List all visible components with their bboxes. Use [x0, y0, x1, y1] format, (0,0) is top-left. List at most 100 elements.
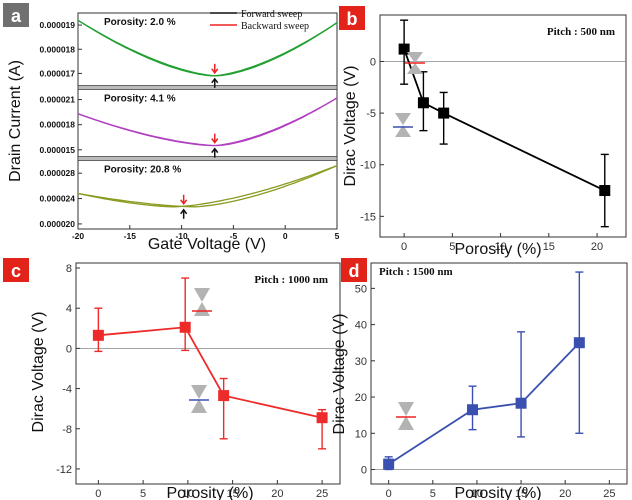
legend-label-backward: Backward sweep — [241, 21, 309, 32]
x-tick-label: 0 — [386, 488, 392, 500]
y-tick-label: -15 — [360, 211, 376, 223]
x-tick-label: 15 — [226, 488, 238, 500]
porosity-label: Porosity: 4.1 % — [104, 94, 176, 105]
porosity-label: Porosity: 20.8 % — [104, 165, 181, 176]
transfer-curve-backward — [77, 97, 338, 147]
x-tick-label: 20 — [559, 488, 571, 500]
x-tick-label: 5 — [140, 488, 146, 500]
series-line — [403, 48, 606, 192]
transfer-curve-forward — [77, 164, 338, 208]
dirac-cone-lower — [191, 399, 207, 413]
data-point — [316, 412, 328, 424]
y-tick-label: 0.000015 — [40, 145, 76, 155]
x-tick-label: -15 — [124, 231, 137, 241]
data-point — [179, 321, 191, 333]
data-point — [599, 185, 611, 197]
y-tick-label: 0 — [361, 465, 367, 477]
series-line — [98, 326, 323, 419]
x-tick-label: 5 — [430, 488, 436, 500]
data-point — [573, 337, 585, 349]
transfer-curve-backward — [77, 19, 338, 77]
series-line — [388, 342, 580, 465]
panel-a-subplot-divider — [77, 85, 338, 90]
x-tick-label: 25 — [316, 488, 328, 500]
x-tick-label: 10 — [471, 488, 483, 500]
dirac-cone-lower — [395, 125, 411, 137]
data-point — [438, 107, 450, 119]
y-tick-label: 0.000017 — [40, 68, 76, 78]
x-tick-label: 15 — [543, 241, 555, 253]
y-tick-label: 0.000018 — [40, 44, 76, 54]
y-tick-label: -8 — [62, 424, 72, 436]
x-tick-label: 5 — [335, 231, 340, 241]
y-tick-label: 10 — [355, 428, 367, 440]
arrowhead — [211, 77, 219, 84]
dirac-cone-lower — [398, 416, 414, 430]
y-tick-label: 0.000028 — [40, 168, 76, 178]
x-tick-label: -10 — [175, 231, 188, 241]
panel-b-plot-frame — [379, 14, 627, 238]
y-tick-label: 20 — [355, 392, 367, 404]
panel-c-letter-badge — [3, 258, 29, 282]
y-tick-label: 0.000024 — [40, 194, 76, 204]
panel-b-dirac-voltage-chart: 0 5 10 15 20 0 -5 -10 -15 Dirac Voltage (V) Poro… — [339, 6, 627, 258]
x-tick-label: 0 — [95, 488, 101, 500]
panel-d-letter-badge — [341, 258, 367, 282]
panel-b-letter-badge — [339, 6, 365, 30]
x-tick-label: 10 — [182, 488, 194, 500]
y-tick-label: 0 — [66, 343, 72, 355]
arrowhead — [211, 138, 219, 144]
panel-a-transfer-curves: 0.000019 0.000018 0.000017 Porosity: 2.0 % 0… — [3, 3, 340, 253]
arrowhead — [180, 208, 188, 215]
panel-c-letter: c — [11, 261, 21, 281]
y-tick-label: -10 — [360, 160, 376, 172]
legend-label-forward: Forward sweep — [241, 9, 302, 20]
x-tick-label: -20 — [72, 231, 85, 241]
panel-d-y-axis-label: Dirac Voltage (V) — [331, 314, 348, 435]
data-point — [218, 390, 230, 402]
panel-c-dirac-cone-inset — [189, 385, 209, 413]
dirac-cone-upper — [194, 288, 210, 302]
transfer-curve-backward — [77, 165, 338, 208]
panel-d-letter: d — [349, 261, 360, 281]
panel-d-x-axis-label: Porosity (%) — [454, 485, 541, 500]
y-tick-label: 8 — [66, 263, 72, 275]
y-tick-label: 0.000021 — [40, 95, 76, 105]
x-tick-label: 0 — [401, 241, 407, 253]
x-tick-label: 20 — [271, 488, 283, 500]
arrowhead — [211, 147, 219, 154]
data-point — [92, 329, 104, 341]
x-tick-label: 25 — [603, 488, 615, 500]
x-tick-label: 15 — [515, 488, 527, 500]
panel-a-x-axis-label: Gate Voltage (V) — [148, 236, 266, 253]
panel-a-letter-badge — [3, 3, 29, 27]
x-tick-label: 5 — [449, 241, 455, 253]
y-tick-label: 0.000019 — [40, 20, 76, 30]
panel-a-y-axis-label: Drain Current (A) — [7, 60, 24, 182]
panel-c-plot-frame — [75, 262, 341, 485]
y-tick-label: -4 — [62, 384, 72, 396]
arrowhead — [180, 199, 188, 206]
y-tick-label: 30 — [355, 356, 367, 368]
y-tick-label: 0 — [370, 56, 376, 68]
y-tick-label: -5 — [366, 108, 376, 120]
panel-b-x-axis-label: Porosity (%) — [454, 241, 541, 258]
x-tick-label: 10 — [494, 241, 506, 253]
panel-c-dirac-cone-inset — [192, 288, 212, 316]
y-tick-label: 40 — [355, 320, 367, 332]
dirac-cone-upper — [395, 113, 411, 125]
panel-b-letter: b — [347, 9, 358, 29]
data-point — [515, 397, 527, 409]
data-point — [417, 97, 429, 109]
panel-b-y-axis-label: Dirac Voltage (V) — [342, 66, 359, 187]
dirac-cone-upper — [407, 52, 423, 63]
panel-b-pitch-annotation: Pitch : 500 nm — [547, 26, 615, 38]
dirac-cone-upper — [398, 402, 414, 416]
arrowhead — [211, 68, 219, 75]
dirac-cone-upper — [191, 385, 207, 399]
y-tick-label: 0.000020 — [40, 219, 76, 229]
panel-a-subplot-divider — [77, 156, 338, 161]
y-tick-label: 50 — [355, 283, 367, 295]
dirac-cone-lower — [194, 302, 210, 316]
